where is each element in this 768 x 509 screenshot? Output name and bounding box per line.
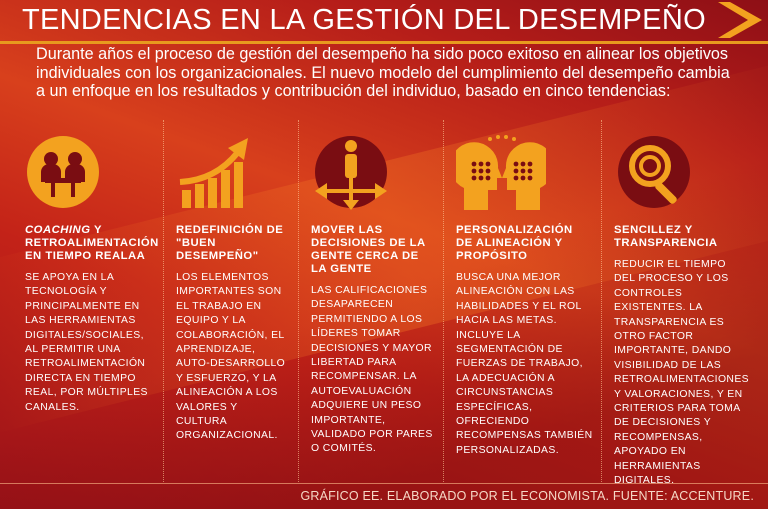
title-divider <box>0 41 768 44</box>
growth-chart-icon <box>179 138 248 208</box>
trend-heading-text: Y RETROALIMENTACIÓN EN TIEMPO REALAA <box>25 224 159 262</box>
intro-text: Durante años el proceso de gestión del d… <box>36 45 730 100</box>
trend-redefinicion: REDEFINICIÓN DE "BUEN DESEMPEÑO" LOS ELE… <box>163 120 298 482</box>
trend-heading: SENCILLEZ Y TRANSPARENCIA <box>614 224 718 249</box>
trend-body: REDUCIR EL TIEMPO DEL PROCESO Y LOS CONT… <box>614 259 749 487</box>
trend-personalizacion: PERSONALIZACIÓN DE ALINEACIÓN Y PROPÓSIT… <box>443 120 601 482</box>
source-credit: GRÁFICO EE. ELABORADO POR EL ECONOMISTA.… <box>300 489 754 503</box>
page-title: TENDENCIAS EN LA GESTIÓN DEL DESEMPEÑO <box>22 4 706 36</box>
footer-divider <box>0 483 768 484</box>
trends-columns: COACHING Y RETROALIMENTACIÓN EN TIEMPO R… <box>13 120 758 486</box>
chevron-logo-icon <box>718 2 762 38</box>
trend-body: BUSCA UNA MEJOR ALINEACIÓN CON LAS HABIL… <box>456 272 593 456</box>
trend-mover-decisiones: MOVER LAS DECISIONES DE LA GENTE CERCA D… <box>298 120 443 482</box>
person-arrows-icon <box>315 136 387 210</box>
magnifier-icon <box>618 136 690 208</box>
trend-body: SE APOYA EN LA TECNOLOGÍA Y PRINCIPALMEN… <box>25 272 148 413</box>
trend-heading: REDEFINICIÓN DE "BUEN DESEMPEÑO" <box>176 224 284 262</box>
trend-heading-italic: COACHING <box>25 224 91 236</box>
trend-heading: MOVER LAS DECISIONES DE LA GENTE CERCA D… <box>311 224 426 275</box>
trend-body: LOS ELEMENTOS IMPORTANTES SON EL TRABAJO… <box>176 272 286 442</box>
trend-sencillez: SENCILLEZ Y TRANSPARENCIA REDUCIR EL TIE… <box>601 120 758 486</box>
trend-body: LAS CALIFICACIONES DESAPARECEN PERMITIEN… <box>311 285 433 455</box>
trend-heading: PERSONALIZACIÓN DE ALINEACIÓN Y PROPÓSIT… <box>456 224 573 262</box>
meeting-people-icon <box>27 136 99 208</box>
trend-coaching: COACHING Y RETROALIMENTACIÓN EN TIEMPO R… <box>13 120 163 482</box>
two-heads-icon <box>456 135 546 210</box>
trend-heading: COACHING Y RETROALIMENTACIÓN EN TIEMPO R… <box>25 224 158 263</box>
